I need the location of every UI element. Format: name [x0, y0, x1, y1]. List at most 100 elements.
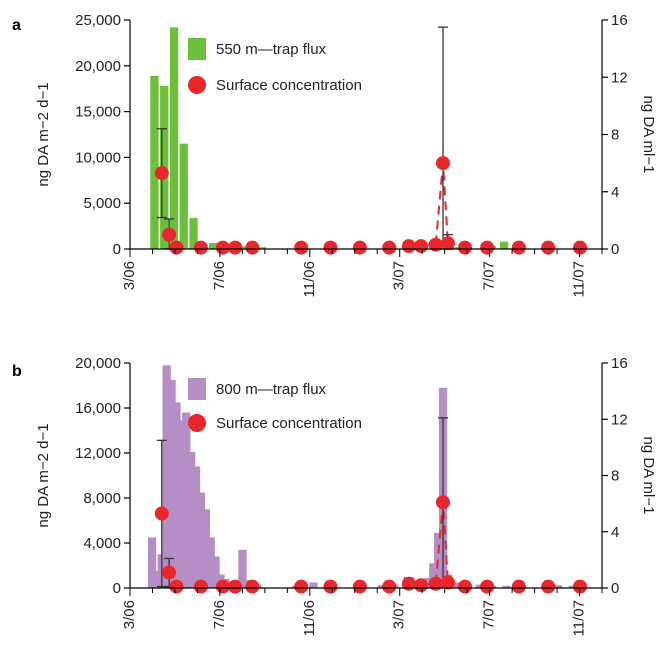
surface-concentration-point	[436, 156, 450, 171]
trap-flux-bar	[196, 492, 206, 588]
surface-concentration-point	[193, 240, 208, 255]
x-tick-label: 3/07	[391, 600, 408, 629]
trap-flux-bar	[309, 582, 318, 588]
surface-concentration-point	[428, 576, 443, 591]
y2-tick-label: 16	[611, 12, 628, 29]
panel-b: b 0 4,000 8,000 12,000 16,000 20,000 0 4 8 12 16 3/0…	[12, 355, 657, 636]
y-tick-label: 5,000	[83, 195, 121, 212]
trap-flux-bar	[147, 537, 157, 588]
surface-concentration-point	[382, 579, 397, 594]
legend-bar-swatch	[188, 378, 206, 400]
y-tick-label: 12,000	[75, 445, 121, 462]
legend-bar-label: 550 m—trap flux	[216, 41, 327, 58]
trap-flux-bar	[169, 27, 179, 249]
surface-concentration-point	[193, 579, 208, 594]
surface-dashed-line	[420, 502, 449, 587]
surface-concentration-point	[414, 578, 428, 593]
y2-tick-label: 4	[611, 184, 619, 201]
trap-flux-bar	[568, 585, 577, 589]
trap-flux-bar	[191, 466, 201, 588]
surface-concentration-point	[573, 579, 587, 594]
surface-concentration-point	[323, 579, 338, 594]
trap-flux-bar	[162, 365, 171, 589]
y2-tick-label: 12	[611, 411, 628, 428]
surface-concentration-point	[480, 579, 495, 594]
y-tick-label: 25,000	[75, 12, 121, 29]
surface-concentration-point	[215, 579, 230, 594]
surface-concentration-point	[352, 579, 367, 594]
trap-flux-bar	[451, 582, 460, 588]
y-tick-label: 15,000	[75, 104, 121, 121]
x-tick-label: 7/06	[211, 600, 228, 629]
y-tick-label: 4,000	[83, 535, 121, 552]
surface-concentration-point	[294, 240, 309, 255]
trap-flux-bar	[429, 563, 438, 589]
y2-tick-label: 0	[611, 580, 619, 597]
x-tick-label: 11/07	[571, 261, 588, 297]
y2-axis-title: ng DA ml−1	[640, 437, 657, 515]
surface-dashed-line	[420, 163, 449, 248]
trap-flux-bar	[152, 571, 161, 588]
trap-flux-bar	[150, 75, 159, 250]
y-tick-label: 16,000	[75, 400, 121, 417]
surface-concentration-point	[154, 506, 169, 521]
surface-concentration-point	[511, 240, 526, 255]
surface-concentration-point	[428, 237, 443, 252]
surface-concentration-point	[294, 579, 309, 594]
surface-concentration-point	[511, 579, 526, 594]
surface-concentration-point	[440, 575, 455, 590]
y-tick-label: 0	[113, 241, 121, 258]
trap-flux-bar	[201, 509, 210, 589]
x-tick-label: 7/07	[481, 600, 498, 629]
trap-flux-bar	[257, 247, 267, 249]
x-tick-label: 3/06	[121, 261, 138, 290]
trap-flux-bar	[172, 402, 181, 588]
surface-concentration-point	[162, 565, 177, 580]
legend-bar-label: 800 m—trap flux	[216, 381, 327, 398]
surface-concentration-point	[458, 579, 472, 594]
legend-point-swatch	[188, 414, 206, 432]
x-tick-label: 7/07	[481, 261, 498, 290]
surface-concentration-point	[352, 240, 367, 255]
trap-flux-bar	[377, 585, 386, 588]
x-tick-label: 11/07	[571, 600, 588, 636]
surface-concentration-point	[169, 579, 184, 594]
y2-tick-label: 8	[611, 468, 619, 485]
x-tick-label: 3/06	[121, 600, 138, 629]
y-axis-title: ng DA m−2 d−1	[35, 82, 52, 186]
panel-a: a 0 5,000 10,000 15,000 20,000 25,000 0 4 8 12 16 3/…	[12, 12, 657, 297]
x-tick-label: 11/06	[301, 600, 318, 636]
y2-tick-label: 16	[611, 355, 628, 372]
legend-bar-swatch	[188, 38, 206, 60]
trap-flux-bar	[167, 379, 176, 588]
trap-flux-bar	[502, 585, 511, 589]
trap-flux-bar	[179, 143, 188, 249]
surface-concentration-point	[162, 227, 177, 242]
trap-flux-bar	[211, 556, 220, 588]
trap-flux-bar	[553, 585, 563, 588]
surface-concentration-point	[458, 240, 472, 255]
trap-flux-bar	[500, 241, 509, 249]
trap-flux-bar	[424, 577, 433, 588]
surface-concentration-point	[414, 239, 428, 254]
trap-flux-bar	[177, 420, 186, 588]
trap-flux-bar	[475, 584, 484, 588]
surface-concentration-point	[382, 240, 397, 255]
x-tick-label: 7/06	[211, 261, 228, 290]
y-tick-label: 20,000	[75, 58, 121, 75]
y-tick-label: 20,000	[75, 355, 121, 372]
trap-flux-bar	[187, 451, 196, 588]
trap-flux-bar	[182, 412, 191, 588]
y2-tick-label: 12	[611, 69, 628, 86]
surface-concentration-point	[480, 240, 495, 255]
surface-concentration-point	[154, 166, 169, 181]
trap-flux-bar	[206, 537, 215, 588]
surface-concentration-point	[228, 579, 243, 594]
trap-flux-bar	[238, 549, 247, 589]
y2-tick-label: 4	[611, 524, 619, 541]
x-tick-label: 3/07	[391, 261, 408, 290]
surface-concentration-point	[401, 576, 416, 591]
y2-tick-label: 0	[611, 241, 619, 258]
legend-point-label: Surface concentration	[216, 77, 362, 94]
